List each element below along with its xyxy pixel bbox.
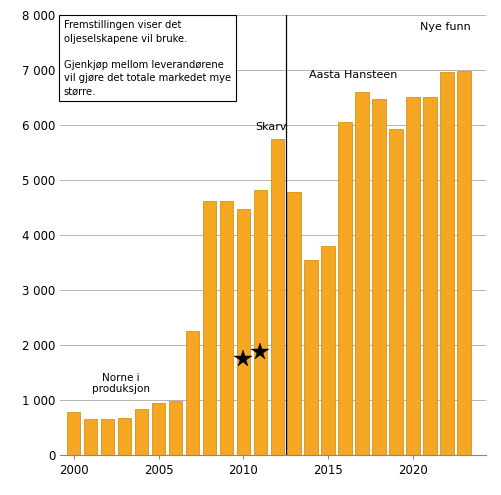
Text: Aasta Hansteen: Aasta Hansteen bbox=[310, 70, 398, 80]
Bar bbox=[169, 401, 182, 455]
Bar bbox=[288, 192, 301, 455]
Bar bbox=[305, 260, 318, 455]
Bar bbox=[271, 139, 284, 455]
Bar bbox=[67, 412, 81, 455]
Text: Nye funn: Nye funn bbox=[420, 22, 471, 33]
Bar bbox=[219, 201, 233, 455]
Bar bbox=[254, 190, 267, 455]
Text: Skarv: Skarv bbox=[255, 122, 287, 132]
Bar bbox=[338, 122, 352, 455]
Bar bbox=[152, 403, 165, 455]
Bar bbox=[322, 246, 335, 455]
Bar bbox=[84, 418, 98, 455]
Bar bbox=[423, 98, 437, 455]
Bar bbox=[372, 99, 386, 455]
Bar bbox=[457, 71, 471, 455]
Text: Norne i
produksjon: Norne i produksjon bbox=[92, 373, 150, 395]
Bar bbox=[202, 201, 216, 455]
Text: Fremstillingen viser det
oljeselskapene vil bruke.

Gjenkjøp mellom leverandøren: Fremstillingen viser det oljeselskapene … bbox=[64, 20, 230, 97]
Bar bbox=[440, 72, 454, 455]
Bar bbox=[406, 98, 420, 455]
Bar bbox=[118, 418, 131, 455]
Bar bbox=[186, 332, 199, 455]
Bar bbox=[236, 209, 250, 455]
Bar bbox=[389, 129, 403, 455]
Bar bbox=[135, 408, 148, 455]
Bar bbox=[355, 92, 369, 455]
Bar bbox=[101, 418, 114, 455]
